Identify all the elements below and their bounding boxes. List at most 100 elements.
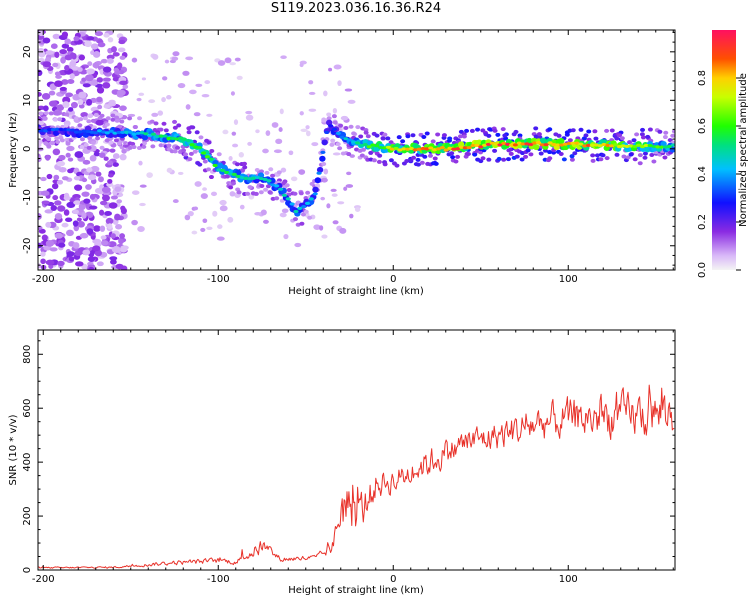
x-tick-label: -100 [207, 274, 230, 285]
spectrogram-halo-cell [617, 133, 623, 138]
spectrogram-ridge-core [578, 142, 584, 146]
spectrogram-ridge-core [408, 146, 415, 151]
spectrogram-halo-cell [567, 138, 573, 143]
spectrogram-noise-cell [114, 213, 121, 221]
x-tick-label: 0 [390, 274, 396, 285]
colorbar-tick-label: 0.0 [697, 262, 708, 278]
spectrogram-halo-cell [513, 129, 519, 134]
spectrogram-ridge-core [220, 168, 226, 172]
spectrogram-ridge-core [362, 143, 368, 147]
spectrogram-noise-cell [63, 192, 70, 199]
spectrogram-noise-cell [187, 211, 194, 217]
spectrogram-halo-cell [228, 185, 234, 190]
spectrogram-ridge-core [50, 128, 57, 132]
y-tick-label: 0 [22, 146, 33, 152]
spectrogram-noise-cell [66, 46, 74, 53]
spectrogram-halo-cell [422, 154, 428, 159]
spectrogram-noise-cell [61, 79, 69, 85]
spectrogram-halo-cell [74, 116, 80, 121]
spectrogram-noise-cell [38, 69, 43, 77]
spectrogram-noise-cell [45, 50, 54, 55]
spectrogram-noise-cell [137, 226, 145, 232]
spectrogram-halo-cell [427, 153, 433, 158]
spectrogram-halo-cell [505, 157, 511, 162]
spectrogram-noise-cell [73, 36, 80, 42]
spectrogram-halo-cell [331, 114, 337, 119]
spectrogram-noise-cell [262, 148, 269, 154]
spectrogram-ridge-core [316, 171, 322, 175]
spectrogram-noise-cell [72, 242, 80, 249]
spectrogram-ridge-core [185, 138, 191, 143]
spectrogram-noise-cell [119, 246, 128, 253]
spectrogram-halo-cell [95, 136, 101, 141]
spectrogram-halo-cell [598, 157, 604, 162]
spectrogram-halo-cell [292, 217, 298, 222]
spectrogram-ridge-core [351, 140, 357, 144]
spectrogram-halo-cell [593, 136, 599, 141]
spectrogram-ridge-outer [312, 186, 319, 193]
spectrogram-halo-cell [158, 127, 164, 132]
spectrogram-halo-cell [172, 149, 178, 154]
spectrogram-ridge-core [612, 143, 619, 147]
spectrogram-noise-cell [118, 39, 126, 45]
spectrogram-noise-cell [97, 42, 106, 48]
spectrogram-noise-cell [81, 191, 90, 197]
spectrogram-noise-cell [200, 227, 206, 232]
spectrogram-halo-cell [206, 140, 212, 145]
spectrogram-noise-cell [245, 114, 254, 121]
spectrogram-noise-cell [92, 62, 100, 69]
spectrogram-noise-cell [100, 235, 107, 240]
spectrogram-noise-cell [139, 202, 146, 207]
spectrogram-noise-cell [58, 167, 67, 173]
spectrogram-x-axis-title: Height of straight line (km) [288, 286, 424, 297]
spectrogram-noise-cell [138, 160, 143, 166]
spectrogram-halo-cell [188, 151, 194, 156]
colorbar-tick-label: 0.6 [697, 118, 708, 134]
spectrogram-ridge-core [512, 143, 519, 147]
spectrogram-halo-cell [284, 183, 290, 188]
spectrogram-halo-cell [236, 190, 242, 195]
spectrogram-noise-cell [86, 167, 93, 173]
spectrogram-ridge-core [636, 143, 642, 147]
spectrogram-noise-cell [195, 83, 203, 87]
spectrogram-noise-cell [57, 260, 65, 267]
spectrogram-noise-cell [59, 49, 68, 55]
spectrogram-noise-cell [97, 104, 103, 110]
y-tick-label: -10 [22, 189, 33, 205]
spectrogram-halo-cell [594, 153, 600, 158]
spectrogram-halo-cell [48, 111, 54, 116]
spectrogram-halo-cell [127, 116, 133, 121]
spectrogram-ridge-core [655, 145, 661, 149]
spectrogram-halo-cell [163, 128, 169, 133]
spectrogram-halo-cell [649, 152, 655, 157]
spectrogram-noise-cell [103, 32, 110, 38]
spectrogram-ridge-core [435, 147, 441, 151]
colorbar-ticks: 0.0 0.2 0.4 0.6 0.8 [697, 70, 741, 278]
spectrogram-noise-cell [112, 162, 119, 167]
spectrogram-ridge-core [212, 163, 218, 168]
spectrogram-noise-cell [151, 112, 159, 117]
spectrogram-halo-cell [110, 117, 116, 122]
spectrogram-halo-cell [634, 132, 640, 137]
spectrogram-ridge-outer [326, 119, 333, 126]
spectrogram-halo-cell [247, 185, 253, 190]
spectrogram-noise-cell [77, 67, 83, 72]
spectrogram-halo-cell [382, 162, 388, 167]
spectrogram-noise-cell [319, 225, 324, 231]
spectrogram-halo-cell [561, 157, 567, 162]
spectrogram-ridge-core [289, 202, 295, 206]
spectrogram-y-axis-title: Frequency (Hz) [8, 112, 19, 188]
spectrogram-halo-cell [382, 132, 388, 137]
spectrogram-noise-cell [45, 259, 55, 266]
spectrogram-halo-cell [385, 136, 391, 141]
spectrogram-halo-cell [410, 133, 416, 138]
spectrogram-noise-cell [239, 204, 245, 210]
spectrogram-noise-cell [280, 167, 287, 173]
spectrogram-halo-cell [113, 138, 119, 143]
spectrogram-ridge-core [485, 142, 492, 147]
spectrogram-halo-cell [478, 159, 484, 164]
spectrogram-halo-cell [671, 129, 675, 134]
spectrogram-noise-cell [100, 58, 108, 64]
spectrogram-noise-cell [118, 238, 124, 245]
